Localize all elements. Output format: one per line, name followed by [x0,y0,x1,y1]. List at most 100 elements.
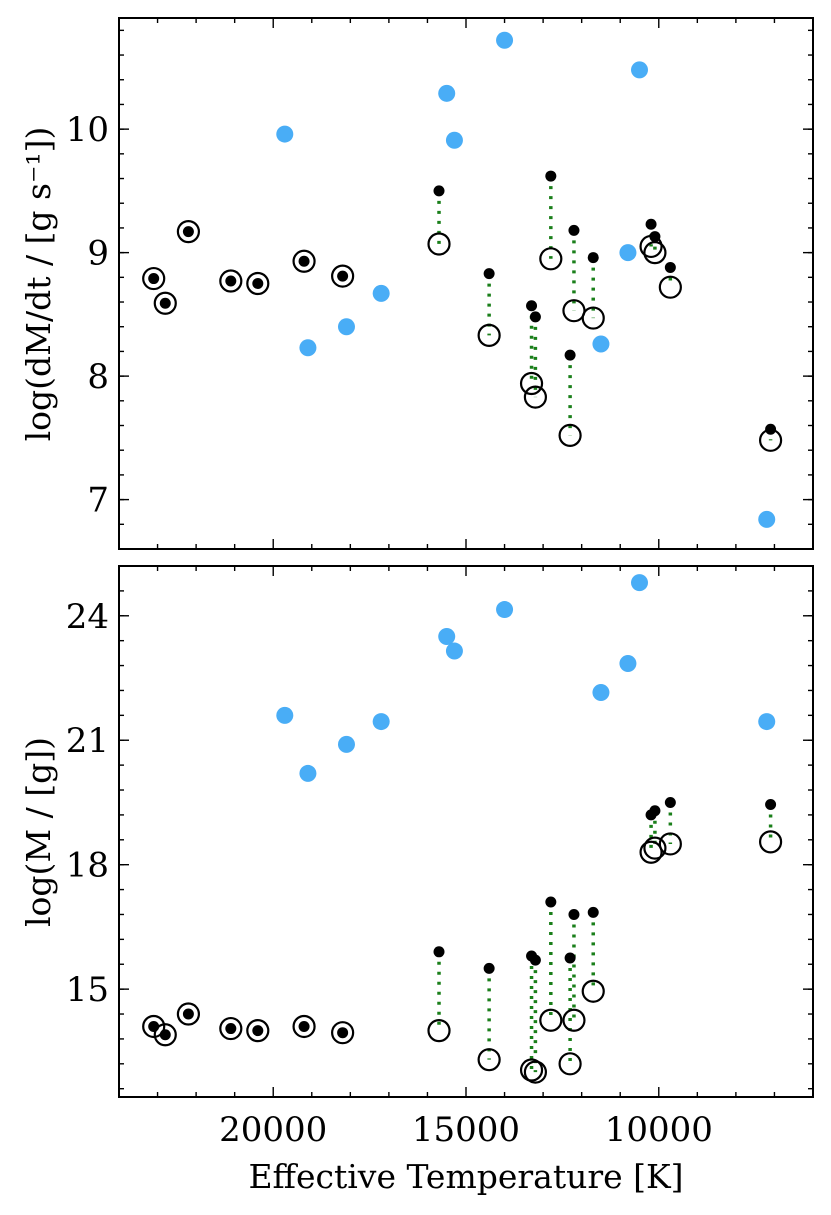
bottom-minor-ticks [118,565,814,1097]
blue-point [631,574,648,592]
y-tick-label: 21 [66,721,109,761]
blue-point [631,61,648,79]
filled-point [649,231,661,243]
bottom-filled-points [148,796,777,1041]
open-circle [539,247,563,271]
filled-point [252,278,264,289]
blue-point [438,84,456,102]
open-circle [658,275,682,299]
open-circle [562,1008,586,1032]
open-circle [558,423,582,447]
blue-point [276,706,294,724]
blue-point [619,654,637,672]
filled-point [564,952,576,964]
open-circle [153,291,177,315]
open-circle [581,306,605,330]
filled-point [159,297,171,309]
filled-point [182,1008,194,1020]
filled-point [483,962,495,974]
blue-point [758,713,776,731]
filled-point [148,273,160,285]
open-circle [427,232,451,256]
open-circle [519,1058,544,1082]
open-circle [523,1060,548,1084]
open-circle [292,249,316,273]
bottom-x-tick-labels: 20000 15000 10000 [219,1110,713,1150]
filled-point [225,275,237,287]
blue-point [445,131,463,149]
filled-point [159,1029,171,1041]
filled-point [545,170,557,182]
y-tick-label: 15 [66,970,109,1010]
open-circle [658,832,682,856]
bottom-y-tick-labels: 15 18 21 24 [66,597,109,1010]
filled-point [664,796,676,808]
top-filled-points [148,170,777,435]
y-tick-label: 9 [87,234,109,274]
top-connector-lines [437,176,773,441]
bottom-blue-points [276,574,776,782]
bottom-y-axis-label: log(M / [g]) [19,737,58,927]
open-circle [331,264,355,288]
y-tick-label: 8 [87,357,109,397]
open-circle [643,836,667,860]
blue-point [438,628,456,646]
open-circle [246,1019,270,1043]
x-axis-label: Effective Temperature [K] [248,1157,683,1196]
x-tick-label: 10000 [605,1110,713,1150]
filled-point [252,1025,264,1037]
blue-point [496,601,514,619]
open-circle [153,1023,177,1047]
open-circle [176,1002,200,1026]
filled-point [433,185,445,197]
blue-point [496,31,514,49]
filled-point [298,1020,310,1032]
filled-point [587,252,599,264]
y-tick-label: 24 [66,597,109,637]
x-tick-label: 15000 [412,1110,520,1150]
filled-point [765,423,777,435]
filled-point [337,1027,349,1039]
filled-point [483,268,495,280]
open-circle [639,840,663,864]
filled-point [765,799,777,811]
open-circle [519,371,544,396]
top-minor-ticks [118,18,814,550]
panel-mass: 15 18 21 24 20000 15000 10000 log(M / [g]) Ef… [19,565,814,1196]
open-circle [523,385,548,409]
top-open-circles [142,220,783,452]
blue-point [372,284,390,302]
filled-point [148,1020,160,1032]
open-circle [142,1014,166,1039]
blue-point [592,684,610,702]
filled-point [529,311,541,323]
filled-point [337,270,349,282]
filled-point [645,218,657,230]
bottom-connector-lines [437,802,773,1073]
open-circle [477,323,501,347]
open-circle [292,1014,316,1039]
open-circle [246,271,270,296]
blue-point [372,713,390,731]
top-plot-frame [118,17,814,550]
y-tick-label: 18 [66,846,109,886]
y-tick-label: 7 [87,481,109,521]
blue-point [276,125,294,143]
blue-point [299,764,317,782]
open-circle [176,220,200,244]
top-blue-points [276,31,776,528]
y-tick-label: 10 [66,110,109,150]
open-circle [427,1019,451,1043]
open-circle [219,1016,243,1041]
bottom-open-circles [142,830,783,1084]
filled-point [526,300,538,312]
filled-point [564,349,576,361]
open-circle [477,1048,501,1072]
open-circle [142,266,166,291]
open-circle [331,1021,355,1045]
filled-point [529,954,541,966]
filled-point [433,946,445,958]
open-circle [643,241,667,265]
panel-mass-accretion-rate: 7 8 9 10 log(dM/dt / [g s⁻¹]) [19,17,814,550]
bottom-major-ticks [119,566,813,1097]
